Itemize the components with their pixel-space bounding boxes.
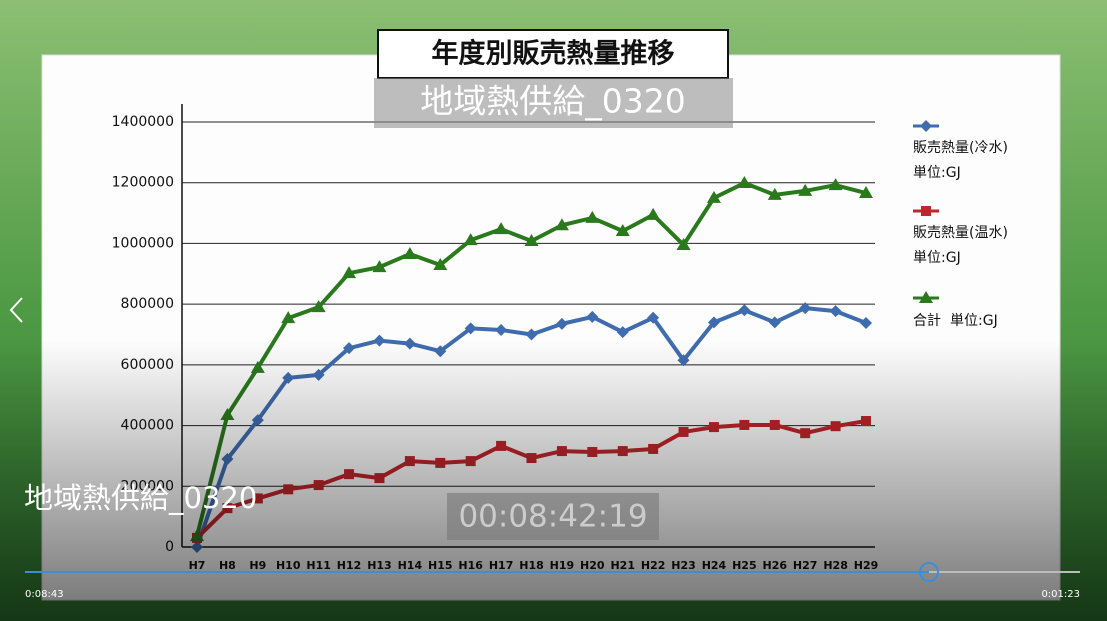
point — [706, 190, 721, 203]
point — [342, 266, 357, 279]
y-tick-label: 1000000 — [112, 235, 174, 251]
point — [495, 323, 508, 336]
point — [525, 328, 538, 341]
point — [433, 257, 448, 270]
point — [829, 305, 842, 318]
point — [798, 183, 813, 196]
controls-shade — [0, 340, 1107, 621]
overlay-title: 地域熱供給_0320 — [420, 82, 685, 121]
point — [372, 260, 387, 273]
y-tick-label: 800000 — [121, 296, 174, 312]
remaining-time: 0:01:23 — [1041, 589, 1080, 600]
timecode: 00:08:42:19 — [458, 499, 647, 535]
point — [311, 300, 326, 313]
point — [676, 237, 691, 250]
point — [768, 316, 781, 329]
legend-label: 販売熱量(冷水) — [913, 140, 1008, 156]
point — [919, 291, 933, 303]
point — [615, 223, 630, 236]
point — [647, 311, 660, 324]
point — [707, 316, 720, 329]
y-tick-label: 1400000 — [112, 114, 174, 130]
legend-label: 販売熱量(温水) — [913, 225, 1008, 241]
point — [616, 326, 629, 339]
seek-thumb[interactable] — [919, 562, 939, 582]
point — [555, 317, 568, 330]
point — [402, 247, 417, 260]
point — [799, 302, 812, 315]
y-tick-label: 1200000 — [112, 175, 174, 191]
title-box — [377, 29, 729, 79]
point — [646, 207, 661, 220]
point — [463, 233, 478, 246]
legend-label: 合計 — [913, 313, 941, 329]
legend-unit: 単位:GJ — [913, 250, 961, 266]
legend-unit: 単位:GJ — [913, 165, 961, 181]
video-title: 地域熱供給_0320 — [24, 481, 257, 515]
point — [737, 176, 752, 189]
point — [860, 316, 872, 329]
point — [738, 304, 751, 317]
point — [767, 187, 782, 200]
legend-unit: 単位:GJ — [950, 313, 998, 329]
chart-title: 年度別販売熱量推移 — [432, 38, 675, 70]
point — [586, 310, 599, 323]
point — [281, 311, 296, 324]
point — [464, 322, 477, 335]
point — [859, 186, 873, 199]
point — [828, 178, 843, 191]
point — [585, 210, 600, 223]
point — [920, 120, 932, 132]
previous-button[interactable] — [9, 297, 23, 323]
elapsed-time: 0:08:43 — [25, 589, 64, 600]
point — [921, 206, 931, 216]
overlay-title-bg — [374, 78, 733, 128]
point — [494, 222, 509, 235]
point — [554, 218, 569, 231]
point — [524, 234, 539, 246]
timecode-bg — [447, 493, 659, 540]
